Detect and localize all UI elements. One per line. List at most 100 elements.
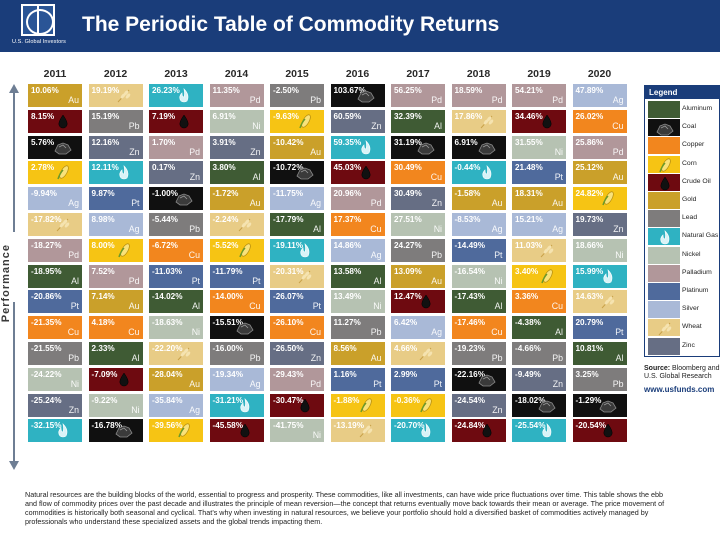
return-value: -18.63%	[152, 318, 183, 328]
return-value: -18.95%	[31, 266, 62, 276]
cell-2012-crude-oil: -7.09%	[88, 367, 143, 391]
legend-swatch	[648, 301, 680, 319]
commodity-symbol: Zn	[431, 198, 442, 209]
return-value: 2.78%	[31, 163, 55, 173]
commodity-symbol: Ag	[310, 198, 321, 209]
cell-2014-gold: -1.72% Au	[209, 187, 264, 211]
commodity-symbol: Cu	[430, 172, 442, 183]
cell-2017-wheat: 4.66%	[391, 342, 445, 365]
commodity-symbol: Zn	[250, 146, 261, 157]
legend-item-lead: Lead	[648, 210, 720, 228]
commodity-symbol: Pt	[312, 301, 321, 312]
return-value: 25.12%	[575, 163, 604, 173]
oil-drop-icon	[656, 176, 672, 191]
cell-2013-copper: -6.72% Cu	[149, 238, 203, 262]
cell-2014-nickel: 6.91% Ni	[209, 109, 264, 133]
website-link[interactable]: www.usfunds.com	[644, 385, 715, 394]
cell-2018-platinum: -14.49% Pt	[451, 238, 506, 262]
cell-2017-natural-gas: -20.70%	[391, 419, 445, 443]
commodity-symbol: Ag	[68, 198, 79, 209]
return-value: 11.27%	[333, 318, 361, 328]
commodity-symbol: Zn	[492, 404, 503, 415]
commodity-symbol: Zn	[189, 172, 200, 183]
commodity-symbol: Zn	[371, 120, 382, 131]
commodity-symbol: Ni	[252, 120, 261, 131]
cell-2011-aluminum: -18.95% Al	[28, 264, 82, 288]
commodity-symbol: Cu	[128, 327, 140, 338]
return-value: -31.21%	[212, 395, 244, 405]
year-header-2012: 2012	[103, 68, 128, 80]
return-value: -18.02%	[515, 395, 546, 405]
cell-2013-coal: -1.00%	[149, 187, 203, 211]
corn-icon	[599, 191, 617, 206]
page-title: The Periodic Table of Commodity Returns	[82, 13, 500, 36]
source-label: Source:	[644, 365, 671, 372]
return-value: -4.66%	[515, 344, 541, 353]
return-value: -6.72%	[152, 240, 178, 250]
return-value: 11.35%	[212, 86, 240, 95]
return-value: 20.96%	[333, 189, 362, 199]
return-value: 13.09%	[394, 266, 422, 276]
return-value: -14.49%	[454, 240, 486, 250]
flame-icon	[296, 242, 314, 258]
commodity-symbol: Pt	[373, 378, 382, 389]
cell-2014-coal: -15.51%	[209, 316, 264, 340]
cell-2016-aluminum: 13.58% Al	[330, 264, 385, 288]
return-value: 2.99%	[394, 369, 418, 379]
return-value: 26.02%	[575, 111, 604, 121]
return-value: 3.36%	[515, 292, 539, 302]
corn-icon	[538, 268, 556, 284]
cell-2019-crude-oil: 34.46%	[512, 109, 566, 133]
legend-label: Nickel	[682, 250, 701, 258]
return-value: 30.49%	[394, 163, 422, 173]
arrow-up-icon	[9, 84, 19, 93]
commodity-symbol: Au	[431, 275, 442, 286]
cell-2020-wheat: 14.63%	[572, 290, 627, 314]
cell-2011-platinum: -20.86% Pt	[28, 290, 82, 314]
commodity-symbol: Pd	[189, 146, 200, 157]
return-value: -11.03%	[152, 266, 183, 276]
legend-item-coal: Coal	[648, 119, 720, 137]
oil-drop-icon	[296, 398, 314, 413]
cell-2020-crude-oil: -20.54%	[572, 419, 627, 443]
cell-2017-zinc: 30.49% Zn	[391, 187, 445, 211]
cell-2015-gold: -10.42% Au	[270, 135, 324, 159]
return-value: -9.22%	[91, 395, 118, 405]
cell-2019-coal: -18.02%	[512, 393, 566, 417]
cell-2014-aluminum: 3.80% Al	[209, 161, 264, 185]
commodity-symbol: Ni	[131, 404, 140, 415]
return-value: 13.58%	[333, 266, 362, 276]
return-value: -10.42%	[273, 137, 304, 147]
return-value: -45.58%	[212, 421, 244, 431]
legend-swatch	[648, 210, 680, 228]
return-value: -4.38%	[515, 318, 541, 328]
return-value: -32.15%	[31, 421, 62, 431]
cell-2013-silver: -35.84% Ag	[149, 393, 203, 417]
return-value: -0.44%	[454, 163, 481, 173]
cell-2011-corn: 2.78%	[28, 161, 82, 185]
commodity-symbol: Cu	[612, 120, 624, 131]
return-value: -41.75%	[273, 421, 304, 431]
cell-2018-palladium: 18.59% Pd	[451, 84, 506, 107]
wheat-icon	[115, 88, 133, 103]
legend-label: Gold	[682, 196, 697, 203]
commodity-symbol: Pd	[370, 198, 382, 209]
return-value: -9.63%	[273, 111, 299, 121]
legend-item-palladium: Palladium	[648, 264, 720, 282]
return-value: 12.11%	[91, 163, 119, 173]
commodity-symbol: Pd	[310, 378, 321, 389]
return-value: -2.50%	[273, 86, 299, 95]
commodity-symbol: Au	[68, 95, 79, 105]
return-value: 59.35%	[333, 137, 362, 147]
wheat-icon	[417, 346, 435, 361]
return-value: 2.33%	[91, 344, 115, 353]
return-value: -28.04%	[152, 369, 183, 379]
return-value: 10.81%	[575, 344, 604, 353]
corn-icon	[296, 114, 314, 129]
return-value: -26.07%	[273, 292, 304, 302]
return-value: 7.52%	[91, 266, 115, 276]
return-value: -16.00%	[212, 344, 244, 353]
return-value: 15.19%	[91, 111, 120, 121]
legend-swatch	[648, 137, 680, 155]
cell-2015-crude-oil: -30.47%	[270, 393, 324, 417]
